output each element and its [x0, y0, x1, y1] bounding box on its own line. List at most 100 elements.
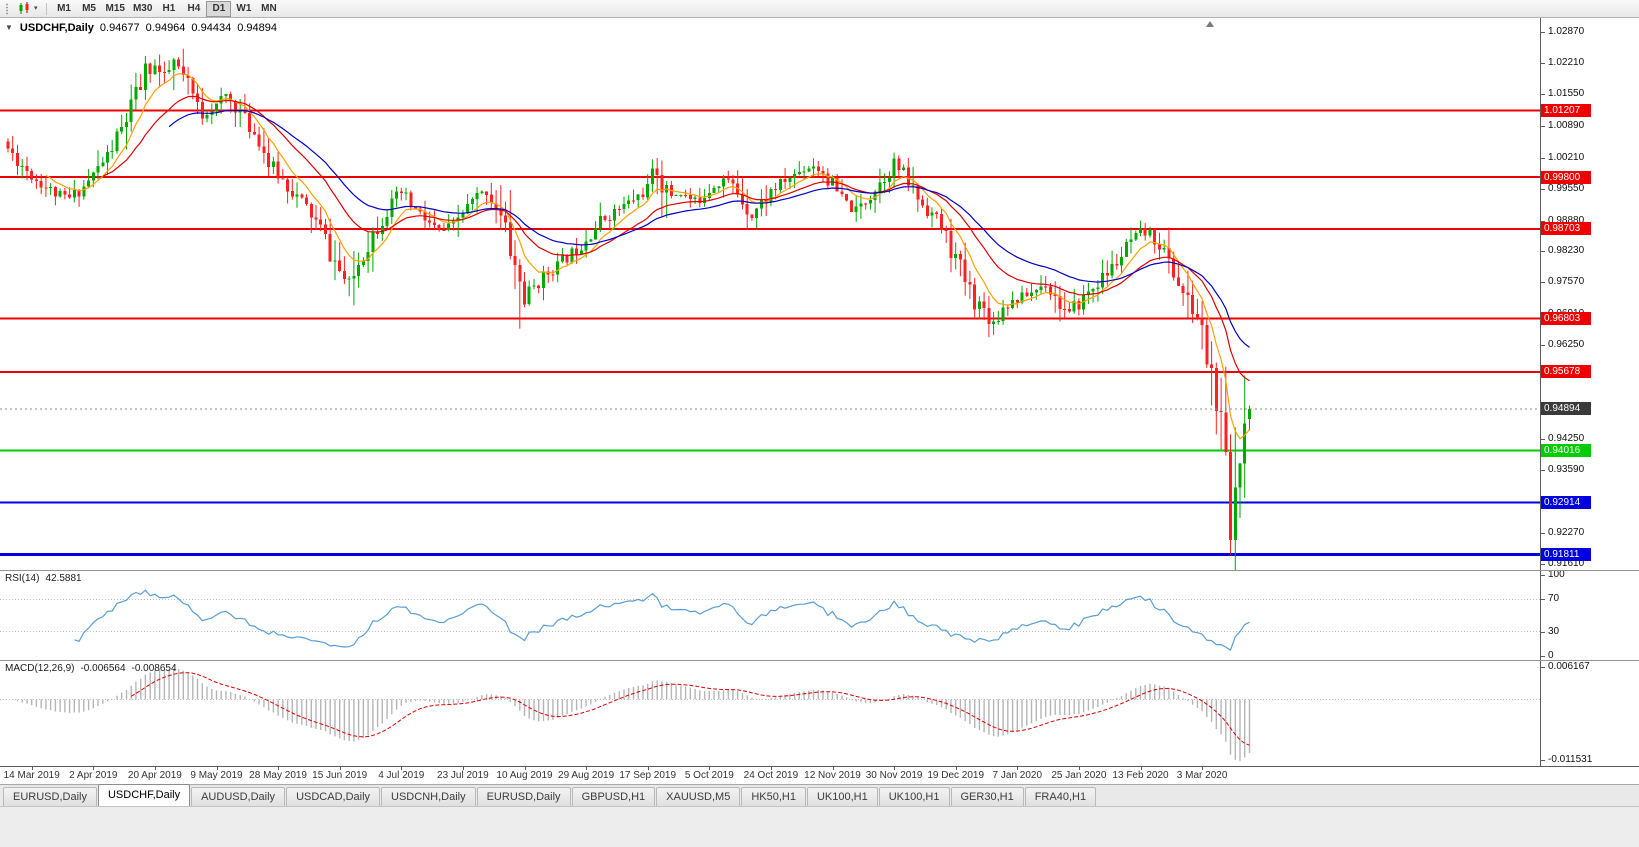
- date-label: 17 Sep 2019: [619, 770, 677, 781]
- date-label: 2 Apr 2019: [69, 770, 118, 781]
- chart-shift-marker[interactable]: [1206, 21, 1214, 27]
- level-price-label: 0.96803: [1541, 312, 1591, 326]
- level-price-label: 0.91811: [1541, 548, 1591, 561]
- chart-tab-eurusd-daily[interactable]: EURUSD,Daily: [476, 787, 571, 806]
- timeframe-button-d1[interactable]: D1: [206, 0, 232, 17]
- level-price-label: 1.01207: [1541, 104, 1591, 118]
- chart-tab-bar: EURUSD,Daily USDCHF,Daily AUDUSD,Daily USDC…: [0, 784, 1639, 806]
- macd-signal-line: [130, 672, 1250, 746]
- chart-tab-uk100-h1[interactable]: UK100,H1: [878, 787, 950, 806]
- price-tick: 1.00210: [1541, 152, 1584, 164]
- current-price-label: 0.94894: [1541, 402, 1591, 416]
- chart-tab-uk100-h1[interactable]: UK100,H1: [806, 787, 878, 806]
- toolbar-separator: [45, 2, 47, 15]
- price-tick: 1.02210: [1541, 57, 1584, 69]
- price-pane: 1.02870 1.02210 1.01550 1.00890 1.00210 0.995…: [0, 18, 1639, 570]
- timeframe-button-w1[interactable]: W1: [231, 1, 256, 17]
- ohlc-high: 0.94964: [145, 22, 186, 34]
- date-label: 10 Aug 2019: [496, 770, 553, 781]
- time-axis-tick: [216, 767, 218, 770]
- price-tick: 0.93590: [1541, 464, 1584, 476]
- macd-plot[interactable]: [0, 661, 1540, 766]
- time-axis-tick: [278, 767, 280, 770]
- time-axis-tick: [462, 767, 464, 770]
- price-tick: 1.00890: [1541, 120, 1584, 132]
- chart-region: 1.02870 1.02210 1.01550 1.00890 1.00210 0.995…: [0, 18, 1639, 784]
- status-bar: [0, 806, 1639, 847]
- ohlc-low: 0.94434: [191, 22, 232, 34]
- rsi-axis-label: 100: [1541, 571, 1565, 581]
- chart-tab-usdcnh-daily[interactable]: USDCNH,Daily: [381, 787, 476, 806]
- ohlc-close: 0.94894: [237, 22, 277, 34]
- timeframe-button-m1[interactable]: M1: [52, 1, 77, 17]
- rsi-plot[interactable]: [0, 571, 1540, 660]
- date-label: 28 May 2019: [249, 770, 308, 781]
- level-price-label: 0.94016: [1541, 443, 1591, 457]
- time-axis-tick: [586, 767, 588, 770]
- time-axis-tick: [1078, 767, 1080, 770]
- chart-type-button[interactable]: ▾: [14, 1, 41, 17]
- time-axis-tick: [1017, 767, 1019, 770]
- time-axis-tick: [401, 767, 403, 770]
- chart-tab-audusd-daily[interactable]: AUDUSD,Daily: [191, 787, 286, 806]
- time-axis-tick: [770, 767, 772, 770]
- timeframe-button-mn[interactable]: MN: [256, 1, 281, 17]
- timeframe-button-m5[interactable]: M5: [77, 1, 102, 17]
- level-price-label: 0.99800: [1541, 170, 1591, 184]
- toolbar-drag-handle[interactable]: [5, 2, 9, 15]
- price-tick: 0.92270: [1541, 527, 1584, 539]
- date-label: 9 May 2019: [190, 770, 243, 781]
- price-tick: 0.99550: [1541, 183, 1584, 195]
- rsi-line: [74, 589, 1250, 652]
- date-label: 14 Mar 2019: [3, 770, 60, 781]
- timeframe-buttons: M1 M5 M15 M30 H1 H4 D1 W1 MN: [52, 0, 282, 17]
- chevron-down-icon: ▾: [34, 5, 38, 12]
- chart-tab-fra40-h1[interactable]: FRA40,H1: [1024, 787, 1097, 806]
- date-label: 30 Nov 2019: [865, 770, 923, 781]
- timeframe-button-m15[interactable]: M15: [102, 1, 129, 17]
- date-label: 20 Apr 2019: [127, 770, 182, 781]
- macd-axis-label: 0.006167: [1541, 661, 1590, 673]
- price-chart-plot[interactable]: [0, 18, 1540, 570]
- chart-tab-xauusd-m5[interactable]: XAUUSD,M5: [656, 787, 741, 806]
- chart-tab-eurusd-daily[interactable]: EURUSD,Daily: [3, 787, 97, 806]
- date-label: 12 Nov 2019: [804, 770, 861, 781]
- chart-tab-usdchf-daily[interactable]: USDCHF,Daily: [97, 784, 191, 806]
- chart-title: ▼ USDCHF,Daily 0.94677 0.94964 0.94434 0…: [5, 22, 277, 34]
- level-price-label: 0.92914: [1541, 495, 1591, 509]
- chart-tab-usdcad-daily[interactable]: USDCAD,Daily: [286, 787, 381, 806]
- time-axis-tick: [955, 767, 957, 770]
- time-axis-tick: [31, 767, 33, 770]
- ma-line-slow: [168, 109, 1250, 348]
- time-axis-tick: [647, 767, 649, 770]
- price-tick: 1.02870: [1541, 26, 1584, 38]
- time-axis-tick: [524, 767, 526, 770]
- candles: [6, 48, 1251, 570]
- macd-pane: 0.006167 -0.011531 MACD(12,26,9) -0.00656…: [0, 660, 1639, 766]
- timeframe-button-h4[interactable]: H4: [181, 1, 206, 17]
- candlestick-chart-icon: [19, 2, 29, 14]
- date-label: 24 Oct 2019: [743, 770, 799, 781]
- timeframe-toolbar: ▾ M1 M5 M15 M30 H1 H4 D1 W1 MN: [0, 0, 1639, 18]
- macd-axis: 0.006167 -0.011531: [1540, 661, 1639, 766]
- price-tick: 0.98880: [1541, 215, 1584, 227]
- timeframe-button-h1[interactable]: H1: [156, 1, 181, 17]
- one-click-trading-toggle[interactable]: ▼: [5, 23, 13, 32]
- price-tick: 1.01550: [1541, 88, 1584, 100]
- price-tick: 0.94250: [1541, 433, 1584, 445]
- timeframe-button-m30[interactable]: M30: [129, 1, 156, 17]
- chart-tab-hk50-h1[interactable]: HK50,H1: [741, 787, 806, 806]
- rsi-name: RSI(14): [5, 573, 40, 584]
- price-tick: 0.91610: [1541, 558, 1584, 570]
- time-axis: 14 Mar 2019 2 Apr 2019 20 Apr 2019 9 May 20…: [0, 766, 1639, 784]
- date-label: 23 Jul 2019: [437, 770, 489, 781]
- rsi-axis: 100 70 30 0: [1540, 571, 1639, 660]
- chart-tab-gbpusd-h1[interactable]: GBPUSD,H1: [571, 787, 656, 806]
- level-price-label: 0.95678: [1541, 365, 1591, 379]
- price-tick: 0.96250: [1541, 339, 1584, 351]
- ohlc-open: 0.94677: [99, 22, 140, 34]
- date-label: 4 Jul 2019: [378, 770, 425, 781]
- ma-line-medium: [102, 95, 1250, 382]
- chart-tab-ger30-h1[interactable]: GER30,H1: [950, 787, 1024, 806]
- time-axis-tick: [339, 767, 341, 770]
